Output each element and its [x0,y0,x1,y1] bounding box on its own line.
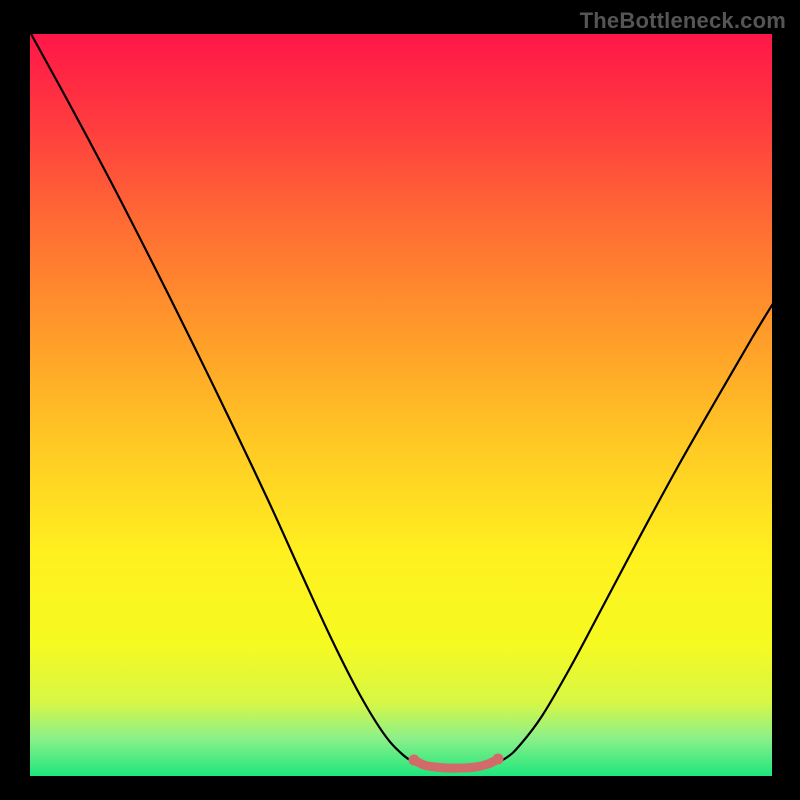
chart-container: TheBottleneck.com [0,0,800,800]
watermark-text: TheBottleneck.com [580,8,786,34]
main-curve [30,32,774,767]
curve-overlay [0,0,800,800]
optimal-range-marker [414,759,498,768]
marker-dot-end [493,754,504,765]
marker-dot-start [409,755,420,766]
